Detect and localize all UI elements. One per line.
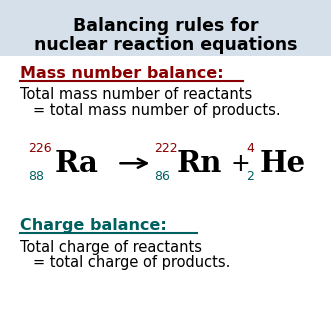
Text: Balancing rules for: Balancing rules for [73, 17, 258, 35]
FancyBboxPatch shape [0, 0, 331, 56]
Text: = total charge of products.: = total charge of products. [33, 255, 230, 270]
Text: He: He [260, 149, 306, 179]
Text: 4: 4 [247, 142, 255, 155]
Text: 222: 222 [154, 142, 177, 155]
Text: = total mass number of products.: = total mass number of products. [33, 103, 281, 118]
Text: Ra: Ra [55, 149, 99, 179]
Text: 226: 226 [28, 142, 52, 155]
Text: Total charge of reactants: Total charge of reactants [20, 240, 202, 255]
Text: 86: 86 [154, 170, 170, 183]
Text: nuclear reaction equations: nuclear reaction equations [34, 36, 297, 54]
Text: Rn: Rn [177, 149, 222, 179]
Text: Total mass number of reactants: Total mass number of reactants [20, 87, 252, 102]
Text: Charge balance:: Charge balance: [20, 218, 166, 233]
Text: 88: 88 [28, 170, 44, 183]
Text: 2: 2 [247, 170, 255, 183]
Text: +: + [230, 152, 250, 176]
Text: Mass number balance:: Mass number balance: [20, 66, 223, 81]
